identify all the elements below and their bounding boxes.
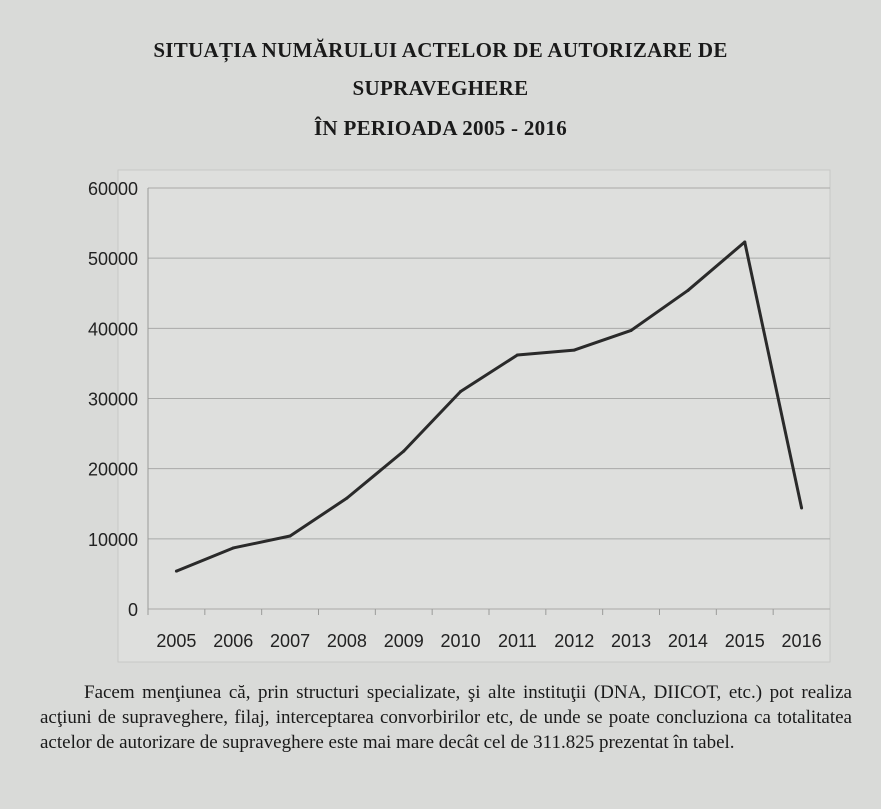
y-tick-label: 60000	[88, 179, 138, 199]
data-point	[800, 506, 804, 510]
x-tick-label: 2013	[611, 631, 651, 651]
x-tick-label: 2008	[327, 631, 367, 651]
y-tick-label: 20000	[88, 460, 138, 480]
plot-background	[117, 169, 831, 663]
data-point	[686, 288, 690, 292]
data-point	[743, 240, 747, 244]
y-tick-label: 10000	[88, 530, 138, 550]
data-point	[402, 449, 406, 453]
data-point	[174, 569, 178, 573]
data-point	[459, 389, 463, 393]
data-point	[515, 353, 519, 357]
chart-title-line-2: SUPRAVEGHERE	[352, 76, 529, 100]
note-text: Facem menţiunea că, prin structuri speci…	[40, 682, 852, 753]
y-tick-label: 40000	[88, 319, 138, 339]
data-point	[288, 534, 292, 538]
note-paragraph: Facem menţiunea că, prin structuri speci…	[40, 680, 852, 755]
x-tick-label: 2006	[213, 631, 253, 651]
x-tick-label: 2014	[668, 631, 708, 651]
x-tick-label: 2012	[554, 631, 594, 651]
x-tick-label: 2015	[725, 631, 765, 651]
x-tick-label: 2005	[156, 631, 196, 651]
chart-title-line-1: SITUAȚIA NUMĂRULUI ACTELOR DE AUTORIZARE…	[153, 38, 728, 62]
data-point	[572, 348, 576, 352]
data-point	[345, 496, 349, 500]
y-tick-label: 0	[128, 600, 138, 620]
data-point	[629, 328, 633, 332]
data-point	[231, 546, 235, 550]
x-tick-label: 2010	[441, 631, 481, 651]
y-tick-label: 50000	[88, 249, 138, 269]
x-tick-label: 2011	[498, 631, 537, 651]
series-line	[175, 240, 804, 573]
x-tick-label: 2007	[270, 631, 310, 651]
chart-title-line-3: ÎN PERIOADA 2005 - 2016	[313, 116, 568, 140]
x-tick-label: 2009	[384, 631, 424, 651]
line-chart: 0 10000 20000 30000 40000 50000 60000 2005 2006 2…	[88, 169, 831, 663]
y-tick-label: 30000	[88, 390, 138, 410]
x-tick-label: 2016	[782, 631, 822, 651]
